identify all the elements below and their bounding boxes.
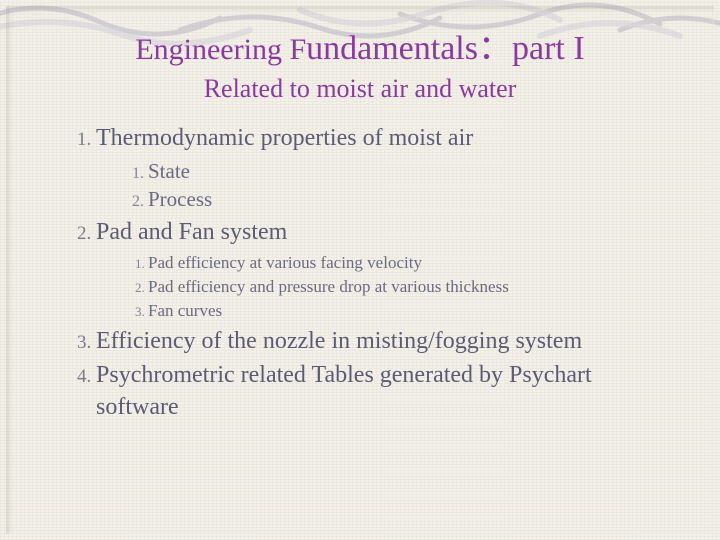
item-text: Thermodynamic properties of moist air [96, 125, 473, 151]
list-item: Process [148, 185, 680, 213]
slide-content: Engineering Fundamentals：part I Related … [0, 20, 720, 425]
title-subline: Related to moist air and water [40, 73, 680, 106]
list-item: Efficiency of the nozzle in misting/fogg… [96, 326, 680, 358]
list-item: Pad and Fan system Pad efficiency at var… [96, 217, 680, 322]
list-item: Thermodynamic properties of moist air St… [96, 123, 680, 213]
list-item: State [148, 157, 680, 185]
list-item: Pad efficiency and pressure drop at vari… [148, 275, 680, 299]
slide-title: Engineering Fundamentals：part I Related … [40, 28, 680, 105]
sublist: Pad efficiency at various facing velocit… [96, 251, 680, 322]
list-item: Pad efficiency at various facing velocit… [148, 251, 680, 275]
item-text: Pad and Fan system [96, 219, 287, 245]
title-part-b: undamentals：part I [306, 30, 585, 67]
slide-body: Thermodynamic properties of moist air St… [40, 123, 680, 423]
outline-list: Thermodynamic properties of moist air St… [68, 123, 680, 423]
title-part-a: Engineering F [135, 33, 306, 66]
sublist: State Process [96, 157, 680, 214]
list-item: Fan curves [148, 299, 680, 323]
list-item: Psychrometric related Tables generated b… [96, 360, 680, 423]
